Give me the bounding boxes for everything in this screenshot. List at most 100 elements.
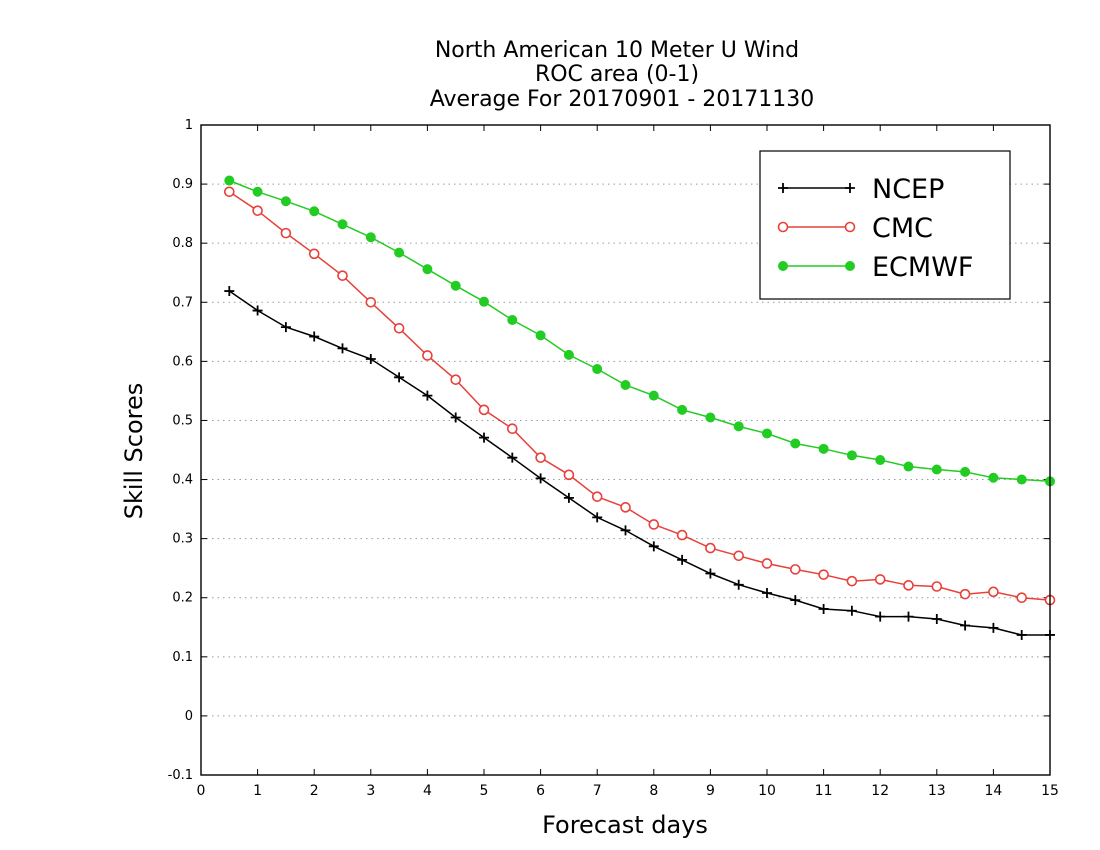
data-point xyxy=(705,542,716,554)
data-point xyxy=(252,205,263,216)
data-point xyxy=(1016,592,1028,604)
data-point xyxy=(1016,474,1027,485)
y-tick-label: 0.2 xyxy=(172,591,193,606)
data-point xyxy=(337,270,348,281)
data-point xyxy=(845,183,855,193)
data-point xyxy=(846,605,857,616)
data-point xyxy=(778,261,788,271)
y-axis-ticks: -0.1 0 0.1 0.2 0.3 0.4 0.5 0.6 0.7 0.8 0.9 1 xyxy=(168,118,1050,783)
data-point xyxy=(677,554,688,565)
data-point xyxy=(733,421,744,432)
x-tick-label: 7 xyxy=(593,783,602,799)
data-point xyxy=(648,541,659,552)
data-point xyxy=(563,492,574,503)
data-point xyxy=(648,519,660,530)
data-point xyxy=(309,331,320,342)
series-cmc xyxy=(224,186,1056,606)
y-tick-label: 0.8 xyxy=(172,236,193,251)
y-tick-label: 0.4 xyxy=(172,473,193,488)
data-point xyxy=(535,473,546,484)
data-point xyxy=(506,423,518,435)
legend-item-ncep: NCEP xyxy=(778,174,944,205)
data-point xyxy=(875,611,886,622)
data-point xyxy=(875,455,886,466)
data-point xyxy=(846,575,858,587)
x-tick-label: 12 xyxy=(871,783,889,799)
data-point xyxy=(844,221,856,233)
plot-frame xyxy=(200,124,1051,776)
chart-title-line-3: Average For 20170901 - 20171130 xyxy=(430,87,815,112)
legend-item-ecmwf: ECMWF xyxy=(778,252,973,283)
data-point xyxy=(818,569,829,580)
data-point xyxy=(762,588,772,598)
series-ecmwf xyxy=(224,175,1055,487)
data-point xyxy=(620,502,631,513)
data-point xyxy=(365,354,376,364)
data-point xyxy=(620,525,631,536)
data-point xyxy=(777,221,789,233)
chart-title-line-2: ROC area (0-1) xyxy=(535,62,699,87)
data-point xyxy=(733,550,745,562)
y-tick-label: 0 xyxy=(185,709,193,724)
data-point xyxy=(903,611,914,622)
chart-title-line-1: North American 10 Meter U Wind xyxy=(435,38,799,63)
x-tick-label: 2 xyxy=(310,783,319,799)
gridlines xyxy=(201,183,1050,717)
data-point xyxy=(676,529,688,541)
data-point xyxy=(252,305,263,316)
data-point xyxy=(591,491,603,502)
data-point xyxy=(535,452,546,463)
data-point xyxy=(450,412,461,423)
data-point xyxy=(705,568,716,579)
data-point xyxy=(224,175,235,186)
y-tick-label: 0.6 xyxy=(172,354,193,369)
data-point xyxy=(563,349,574,360)
data-point xyxy=(280,227,292,239)
data-point xyxy=(874,574,886,585)
series-group xyxy=(224,175,1056,640)
data-point xyxy=(365,296,377,308)
data-point xyxy=(845,261,855,271)
data-point xyxy=(592,364,603,375)
data-point xyxy=(252,186,263,197)
x-tick-label: 9 xyxy=(706,783,715,799)
data-point xyxy=(308,248,320,260)
data-point xyxy=(818,443,829,454)
y-axis-label: Skill Scores xyxy=(120,383,148,520)
x-tick-label: 14 xyxy=(984,783,1002,799)
data-point xyxy=(309,206,320,217)
data-point xyxy=(393,322,405,334)
data-point xyxy=(790,438,801,449)
chart-title: North American 10 Meter U Wind ROC area … xyxy=(430,38,815,112)
x-tick-label: 1 xyxy=(253,783,262,799)
data-point xyxy=(224,286,235,297)
series-ncep xyxy=(224,286,1055,640)
data-point xyxy=(535,330,546,341)
x-tick-label: 4 xyxy=(423,783,432,799)
data-point xyxy=(224,186,235,198)
data-point xyxy=(762,428,772,439)
data-point xyxy=(903,461,914,472)
x-tick-label: 8 xyxy=(649,783,658,799)
data-point xyxy=(563,469,575,481)
data-point xyxy=(479,296,489,307)
data-point xyxy=(507,452,518,463)
y-tick-label: 0.9 xyxy=(172,177,193,192)
y-tick-label: 0.5 xyxy=(172,413,193,428)
data-point xyxy=(479,432,489,443)
data-point xyxy=(846,450,857,461)
data-point xyxy=(1016,629,1027,640)
y-tick-label: -0.1 xyxy=(168,768,193,783)
data-point xyxy=(677,404,688,415)
legend-label: ECMWF xyxy=(872,252,973,283)
x-tick-label: 0 xyxy=(197,783,206,799)
x-tick-label: 6 xyxy=(536,783,545,799)
data-point xyxy=(988,472,999,483)
data-point xyxy=(705,412,716,423)
x-tick-label: 3 xyxy=(366,783,375,799)
x-tick-label: 5 xyxy=(480,783,489,799)
data-point xyxy=(931,581,943,592)
data-point xyxy=(394,372,405,383)
data-point xyxy=(761,558,773,569)
data-point xyxy=(988,586,999,598)
